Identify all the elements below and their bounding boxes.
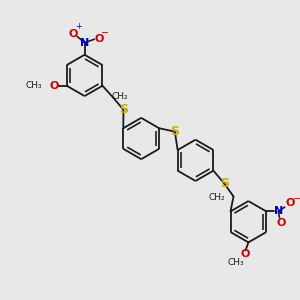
Text: O: O <box>94 34 104 44</box>
Text: N: N <box>274 206 283 216</box>
Text: −: − <box>293 194 300 204</box>
Text: S: S <box>119 103 128 116</box>
Text: CH₂: CH₂ <box>111 92 128 101</box>
Text: O: O <box>286 198 295 208</box>
Text: O: O <box>277 218 286 228</box>
Text: S: S <box>220 177 229 190</box>
Text: CH₃: CH₃ <box>227 258 244 267</box>
Text: O: O <box>241 249 250 260</box>
Text: −: − <box>101 28 109 38</box>
Text: CH₃: CH₃ <box>26 81 43 90</box>
Text: O: O <box>50 81 59 91</box>
Text: S: S <box>170 125 179 138</box>
Text: N: N <box>80 38 89 48</box>
Text: CH₂: CH₂ <box>209 193 226 202</box>
Text: +: + <box>75 22 82 31</box>
Text: O: O <box>69 28 78 38</box>
